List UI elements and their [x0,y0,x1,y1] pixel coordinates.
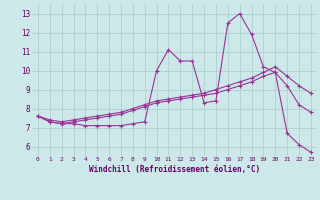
X-axis label: Windchill (Refroidissement éolien,°C): Windchill (Refroidissement éolien,°C) [89,165,260,174]
